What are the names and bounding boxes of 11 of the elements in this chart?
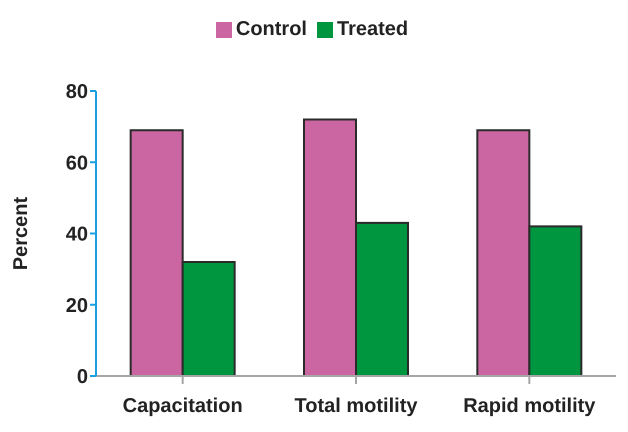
y-tick-label: 0 [76, 366, 88, 388]
y-tick-label: 60 [66, 152, 88, 174]
y-tick-label: 80 [66, 81, 88, 104]
legend-label: Control [236, 18, 307, 40]
x-tick-label: Total motility [294, 395, 418, 418]
y-tick-label: 40 [66, 224, 88, 246]
y-tick-label: 20 [66, 294, 88, 317]
x-tick-label: Rapid motility [463, 395, 596, 418]
y-axis-title: Percent [10, 196, 32, 270]
legend-label: Treated [336, 18, 408, 40]
x-tick-label: Capacitation [122, 395, 243, 418]
